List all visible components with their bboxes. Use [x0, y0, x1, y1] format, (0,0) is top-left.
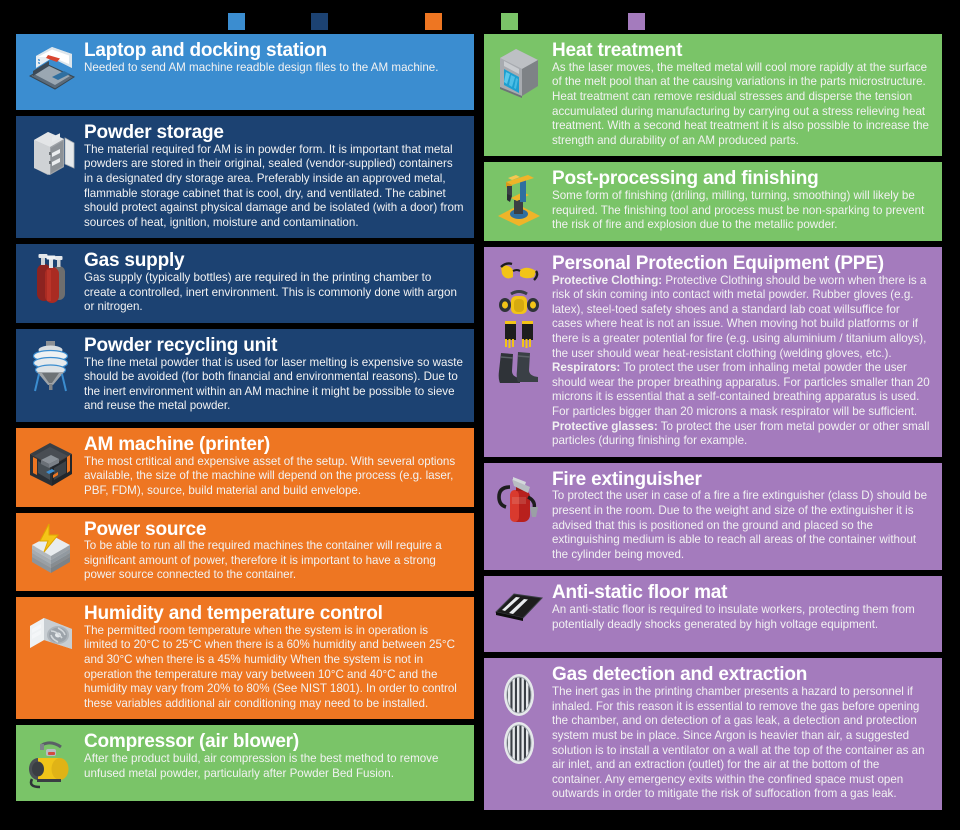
card-title: Powder recycling unit	[84, 334, 278, 356]
card-title: Personal Protection Equipment (PPE)	[552, 252, 884, 274]
card-title: AM machine (printer)	[84, 433, 271, 455]
vent-grille-icon-stack	[490, 668, 548, 802]
card-title: Heat treatment	[552, 40, 683, 61]
paragraph-lead: Protective Clothing:	[552, 273, 663, 287]
paragraph-lead: Respirators:	[552, 361, 621, 375]
card-description: The permitted room temperature when the …	[84, 623, 457, 710]
power-generator-icon	[22, 523, 80, 581]
legend	[0, 0, 960, 34]
card-description: The fine metal powder that is used for l…	[84, 355, 463, 413]
paragraph-text: Protective Clothing should be worn when …	[552, 273, 927, 360]
card-powder-storage[interactable]: Powder storage The material required for …	[16, 116, 474, 239]
ppe-icon-stack	[490, 257, 548, 449]
ppe-glasses-icon	[498, 261, 540, 287]
paragraph-text: To protect the user from inhaling metal …	[552, 361, 930, 418]
air-conditioner-icon	[22, 607, 80, 665]
card-paragraph: Protective Clothing: Protective Clothing…	[552, 274, 932, 362]
card-paragraph: Respirators: To protect the user from in…	[552, 361, 932, 419]
card-description: To be able to run all the required machi…	[84, 539, 442, 582]
card-body: Anti-static floor mat An anti-static floo…	[552, 582, 932, 632]
card-fire-extinguisher[interactable]: Fire extinguisher To protect the user in …	[484, 462, 942, 571]
legend-swatch-green	[501, 13, 518, 30]
card-title: Gas detection and extraction	[552, 664, 808, 686]
card-am-machine-printer[interactable]: AM machine (printer) The most crtitical a…	[16, 427, 474, 507]
card-body: Gas detection and extraction The inert ga…	[552, 664, 932, 802]
card-body: Powder storage The material required for …	[84, 122, 464, 230]
card-body: Power source To be able to run all the re…	[84, 519, 464, 584]
drill-press-icon	[490, 172, 548, 230]
card-power-source[interactable]: Power source To be able to run all the re…	[16, 512, 474, 592]
card-body: AM machine (printer) The most crtitical a…	[84, 434, 464, 499]
card-body: Compressor (air blower) After the product…	[84, 731, 464, 781]
card-body: Laptop and docking station Needed to send…	[84, 40, 464, 75]
card-description: After the product build, air compression…	[84, 752, 439, 780]
card-description: To protect the user in case of a fire a …	[552, 489, 928, 561]
card-heat-treatment[interactable]: Heat treatment As the laser moves, the me…	[484, 34, 942, 157]
card-compressor-air-blower[interactable]: Compressor (air blower) After the product…	[16, 725, 474, 802]
card-title: Anti-static floor mat	[552, 582, 728, 604]
card-title: Fire extinguisher	[552, 468, 702, 490]
legend-swatch-orange	[425, 13, 442, 30]
card-title: Power source	[84, 518, 207, 540]
card-gas-detection-and-extraction[interactable]: Gas detection and extraction The inert ga…	[484, 658, 942, 810]
ppe-respirator-icon	[498, 289, 540, 317]
card-body: Powder recycling unit The fine metal powd…	[84, 335, 464, 414]
card-description: Gas supply (typically bottles) are requi…	[84, 271, 457, 314]
card-description: An anti-static floor is required to insu…	[552, 603, 915, 631]
3d-printer-icon	[22, 438, 80, 496]
card-post-processing-and-finishing[interactable]: Post-processing and finishing Some form o…	[484, 162, 942, 241]
storage-cabinet-icon	[22, 126, 80, 184]
card-title: Laptop and docking station	[84, 40, 327, 61]
paragraph-lead: Protective glasses:	[552, 419, 658, 433]
legend-swatch-navy	[311, 13, 328, 30]
card-description: Protective Clothing: Protective Clothing…	[552, 274, 932, 449]
card-personal-protection-equipment-ppe[interactable]: Personal Protection Equipment (PPE) Prote…	[484, 246, 942, 457]
card-body: Personal Protection Equipment (PPE) Prote…	[552, 253, 932, 449]
left-column: Laptop and docking station Needed to send…	[16, 34, 474, 802]
card-description: The inert gas in the printing chamber pr…	[552, 685, 925, 801]
card-paragraph: Protective glasses: To protect the user …	[552, 420, 932, 449]
legend-swatch-purple	[628, 13, 645, 30]
card-body: Humidity and temperature control The perm…	[84, 603, 464, 711]
legend-swatch-lightblue	[228, 13, 245, 30]
card-title: Compressor (air blower)	[84, 731, 300, 753]
vent-grille-icon	[499, 720, 539, 766]
card-title: Post-processing and finishing	[552, 168, 819, 190]
card-title: Gas supply	[84, 250, 185, 272]
card-powder-recycling-unit[interactable]: Powder recycling unit The fine metal powd…	[16, 328, 474, 422]
card-humidity-and-temperature-control[interactable]: Humidity and temperature control The perm…	[16, 597, 474, 720]
ppe-boots-icon	[496, 351, 542, 385]
card-description: Needed to send AM machine readble design…	[84, 60, 439, 74]
card-description: As the laser moves, the melted metal wil…	[552, 60, 929, 147]
floor-mat-icon	[490, 586, 548, 644]
right-column: Heat treatment As the laser moves, the me…	[484, 34, 942, 810]
fire-extinguisher-icon	[490, 473, 548, 531]
card-description: The material required for AM is in powde…	[84, 142, 464, 229]
gas-bottles-icon	[22, 254, 80, 312]
sieve-hopper-icon	[22, 339, 80, 397]
card-body: Post-processing and finishing Some form o…	[552, 168, 932, 233]
laptop-icon	[22, 44, 80, 102]
card-body: Heat treatment As the laser moves, the me…	[552, 40, 932, 148]
card-laptop-and-docking-station[interactable]: Laptop and docking station Needed to send…	[16, 34, 474, 110]
card-anti-static-floor-mat[interactable]: Anti-static floor mat An anti-static floo…	[484, 576, 942, 653]
furnace-icon	[490, 44, 548, 102]
card-body: Gas supply Gas supply (typically bottles)…	[84, 250, 464, 315]
card-gas-supply[interactable]: Gas supply Gas supply (typically bottles)…	[16, 244, 474, 323]
card-description: Some form of finishing (driling, milling…	[552, 189, 925, 232]
vent-grille-icon	[499, 672, 539, 718]
ppe-gloves-icon	[498, 319, 540, 349]
paragraph-text: To protect the user from metal powder or…	[552, 419, 930, 448]
card-description: The most crtitical and expensive asset o…	[84, 454, 456, 497]
compressor-icon	[22, 735, 80, 793]
card-title: Powder storage	[84, 122, 224, 143]
card-body: Fire extinguisher To protect the user in …	[552, 469, 932, 563]
card-title: Humidity and temperature control	[84, 603, 383, 625]
